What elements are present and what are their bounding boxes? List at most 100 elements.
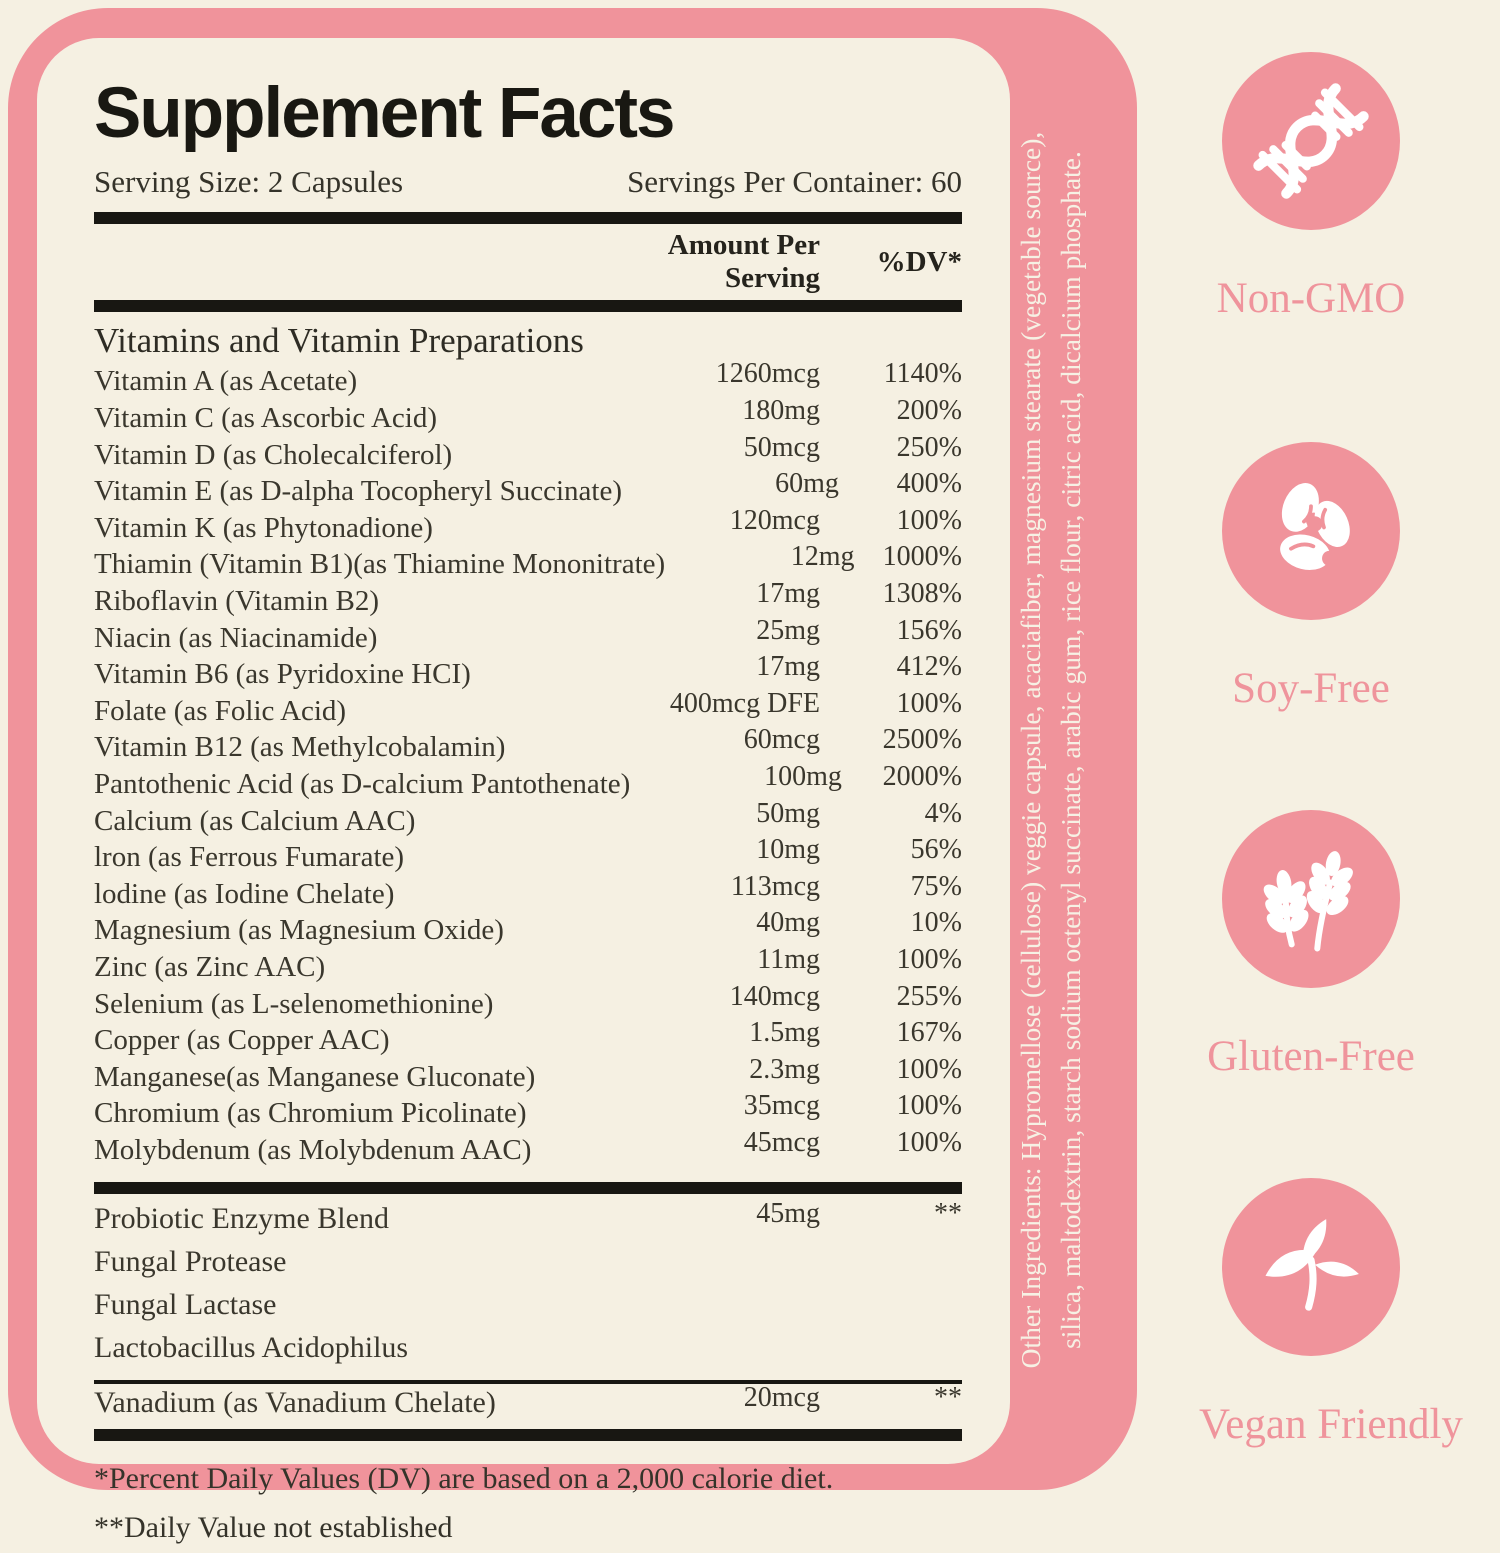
panel-content: Supplement Facts Serving Size: 2 Capsule… [94, 74, 962, 1553]
nutrient-name: Vitamin A (as Acetate) [94, 365, 358, 398]
nutrient-dv: 75% [910, 870, 962, 902]
nutrient-name: Vitamin K (as Phytonadione) [94, 511, 433, 544]
nutrient-dv: 1000% [882, 541, 962, 573]
nutrient-name: Fungal Lactase [94, 1288, 277, 1322]
nutrient-name: Niacin (as Niacinamide) [94, 621, 378, 654]
footnote: **Daily Value not established [94, 1511, 453, 1545]
nutrient-row: Copper (as Copper AAC) 1.5mg 167% [94, 1017, 962, 1061]
badge-non-gmo: Non-GMO [1199, 52, 1423, 323]
nutrient-amount: 11mg [757, 943, 820, 975]
nutrient-amount: 1.5mg [749, 1017, 820, 1049]
nutrient-name: Zinc (as Zinc AAC) [94, 950, 326, 983]
other-ingredients-line2: silica, maltodextrin, starch sodium octe… [1055, 151, 1086, 1349]
nutrient-row: Niacin (as Niacinamide) 25mg 156% [94, 615, 962, 659]
nutrient-name: Lactobacillus Acidophilus [94, 1331, 409, 1365]
nutrient-row: Selenium (as L-selenomethionine) 140mcg … [94, 981, 962, 1025]
nutrient-name: Riboflavin (Vitamin B2) [94, 584, 380, 617]
nutrient-row: Vitamin E (as D-alpha Tocopheryl Succina… [94, 468, 962, 512]
dv-column-header: %DV* [876, 245, 962, 278]
wheat-icon [1222, 810, 1400, 988]
nutrient-name: Vanadium (as Vanadium Chelate) [94, 1386, 496, 1420]
nutrient-dv: 250% [896, 431, 962, 463]
nutrient-name: Vitamin D (as Cholecalciferol) [94, 438, 453, 471]
nutrient-name: Copper (as Copper AAC) [94, 1024, 390, 1057]
nutrient-row: Pantothenic Acid (as D-calcium Pantothen… [94, 761, 962, 805]
nutrient-dv: 100% [896, 1053, 962, 1085]
nutrient-amount: 17mg [756, 651, 820, 683]
nutrient-amount: 1260mcg [715, 358, 820, 390]
vanadium-row: Vanadium (as Vanadium Chelate) 20mcg ** [94, 1382, 962, 1429]
nutrient-dv: 200% [896, 395, 962, 426]
nutrient-row: Folate (as Folic Acid) 400mcg DFE 100% [94, 688, 962, 732]
nutrient-amount: 40mg [756, 907, 820, 939]
nutrient-row: Vitamin C (as Ascorbic Acid) 180mg 200% [94, 395, 962, 439]
nutrient-row: Magnesium (as Magnesium Oxide) 40mg 10% [94, 907, 962, 951]
serving-size: Serving Size: 2 Capsules [94, 164, 404, 200]
divider-bar-mid [94, 1182, 962, 1195]
nutrient-amount: 45mcg [743, 1126, 820, 1158]
nutrient-row: Vitamin K (as Phytonadione) 120mcg 100% [94, 505, 962, 549]
nutrient-row: Calcium (as Calcium AAC) 50mg 4% [94, 798, 962, 842]
nutrient-name: Molybdenum (as Molybdenum AAC) [94, 1133, 532, 1166]
nutrient-amount: 10mg [756, 834, 820, 866]
amount-column-header: Amount Per Serving [667, 229, 820, 295]
nutrient-name: Calcium (as Calcium AAC) [94, 804, 416, 837]
nutrient-row: Vitamin B12 (as Methylcobalamin) 60mcg 2… [94, 724, 962, 768]
nutrient-dv: 1140% [883, 358, 962, 390]
probiotic-rows: Probiotic Enzyme Blend 45mg ** Fungal Pr… [94, 1198, 962, 1374]
nutrient-name: lodine (as Iodine Chelate) [94, 877, 395, 910]
nutrient-dv: 167% [896, 1017, 962, 1049]
badge-soy-free: Soy-Free [1199, 442, 1423, 713]
other-ingredients-text: Other Ingredients: Hypromellose (cellulo… [1011, 46, 1091, 1454]
nutrient-dv: 4% [924, 797, 962, 829]
nutrient-amount: 113mcg [730, 870, 820, 902]
supplement-panel-frame: Supplement Facts Serving Size: 2 Capsule… [8, 8, 1137, 1544]
nutrient-dv: ** [934, 1198, 962, 1230]
nutrient-name: Vitamin C (as Ascorbic Acid) [94, 402, 437, 434]
nutrient-amount: 400mcg DFE [669, 687, 820, 719]
nutrient-amount: 100mg [764, 760, 842, 792]
nutrient-dv: 2500% [882, 724, 962, 756]
supplement-panel: Supplement Facts Serving Size: 2 Capsule… [37, 38, 1010, 1544]
nutrient-row: Probiotic Enzyme Blend 45mg ** [94, 1198, 962, 1245]
nutrient-row: Fungal Lactase [94, 1288, 962, 1331]
divider-thin [94, 1380, 962, 1385]
nutrient-amount: 60mcg [743, 724, 820, 756]
nutrient-dv: 156% [896, 614, 962, 646]
nutrient-name: Fungal Protease [94, 1245, 287, 1279]
nutrient-row: Vitamin B6 (as Pyridoxine HCI) 17mg 412% [94, 651, 962, 695]
nutrient-row: Chromium (as Chromium Picolinate) 35mcg … [94, 1090, 962, 1134]
footnote: *Percent Daily Values (DV) are based on … [94, 1462, 834, 1496]
serving-line: Serving Size: 2 Capsules Servings Per Co… [94, 164, 962, 200]
nutrient-row: Fungal Protease [94, 1245, 962, 1288]
nutrient-dv: 1308% [882, 577, 962, 609]
nutrient-dv: 10% [910, 907, 962, 939]
nutrient-amount: 50mcg [743, 431, 820, 463]
nutrient-name: Chromium (as Chromium Picolinate) [94, 1097, 527, 1130]
panel-title: Supplement Facts [94, 74, 676, 153]
leaves-icon [1222, 1178, 1400, 1356]
nutrient-row: lron (as Ferrous Fumarate) 10mg 56% [94, 834, 962, 878]
nutrient-row: Vitamin A (as Acetate) 1260mcg 1140% [94, 358, 962, 402]
nutrient-row: Manganese(as Manganese Gluconate) 2.3mg … [94, 1054, 962, 1098]
badge-gluten-free: Gluten-Free [1199, 810, 1423, 1081]
beans-icon [1222, 442, 1400, 620]
nutrient-row: Lactobacillus Acidophilus [94, 1331, 962, 1374]
nutrient-dv: 100% [896, 1090, 962, 1122]
nutrient-amount: 180mg [742, 395, 820, 426]
badge-vegan-friendly: Vegan Friendly [1199, 1178, 1463, 1449]
nutrient-name: Probiotic Enzyme Blend [94, 1202, 389, 1236]
nutrient-amount: 20mcg [743, 1382, 820, 1414]
badge-label: Gluten-Free [1207, 1033, 1415, 1080]
nutrient-amount: 50mg [756, 797, 820, 829]
nutrient-dv: 400% [896, 468, 962, 500]
badge-label: Non-GMO [1216, 275, 1406, 322]
nutrient-dv: 100% [896, 504, 962, 536]
nutrient-row: Thiamin (Vitamin B1)(as Thiamine Mononit… [94, 541, 962, 585]
nutrient-name: Selenium (as L-selenomethionine) [94, 987, 494, 1020]
nutrient-dv: 100% [896, 687, 962, 719]
dna-icon [1222, 52, 1400, 230]
nutrient-dv: 2000% [882, 760, 962, 792]
nutrient-dv: 100% [896, 943, 962, 975]
nutrient-name: lron (as Ferrous Fumarate) [94, 841, 405, 874]
